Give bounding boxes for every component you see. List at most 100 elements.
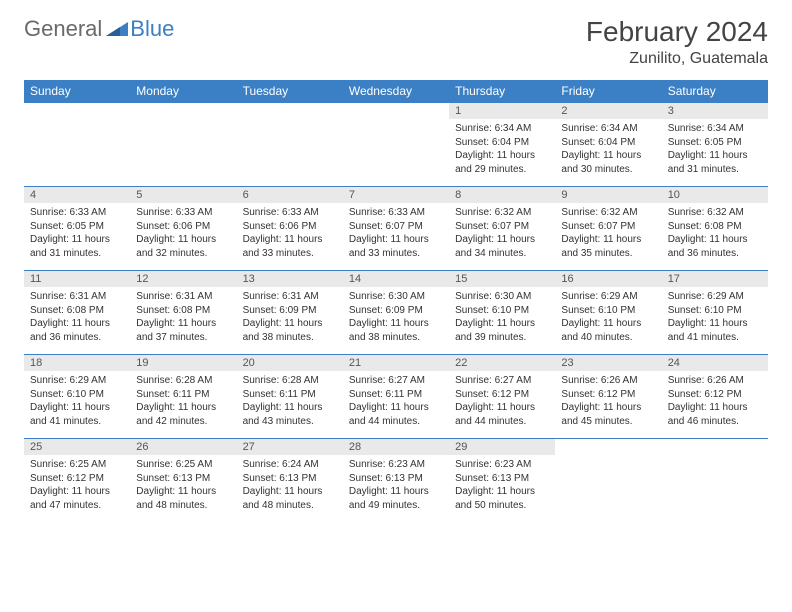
- sunrise-text: Sunrise: 6:34 AM: [668, 122, 762, 136]
- sunset-text: Sunset: 6:04 PM: [455, 136, 549, 150]
- sunset-text: Sunset: 6:12 PM: [30, 472, 124, 486]
- sunset-text: Sunset: 6:10 PM: [561, 304, 655, 318]
- sunset-text: Sunset: 6:05 PM: [30, 220, 124, 234]
- calendar-week-row: 1Sunrise: 6:34 AMSunset: 6:04 PMDaylight…: [24, 103, 768, 187]
- daylight-text: Daylight: 11 hours and 41 minutes.: [30, 401, 124, 428]
- day-details: Sunrise: 6:33 AMSunset: 6:05 PMDaylight:…: [24, 203, 130, 264]
- calendar-day-cell: 5Sunrise: 6:33 AMSunset: 6:06 PMDaylight…: [130, 187, 236, 271]
- calendar-day-cell: [130, 103, 236, 187]
- sunset-text: Sunset: 6:07 PM: [455, 220, 549, 234]
- day-details: Sunrise: 6:27 AMSunset: 6:12 PMDaylight:…: [449, 371, 555, 432]
- weekday-header: Tuesday: [237, 80, 343, 103]
- day-details: Sunrise: 6:32 AMSunset: 6:07 PMDaylight:…: [449, 203, 555, 264]
- day-details: Sunrise: 6:23 AMSunset: 6:13 PMDaylight:…: [343, 455, 449, 516]
- day-number: 13: [237, 271, 343, 287]
- sunrise-text: Sunrise: 6:32 AM: [668, 206, 762, 220]
- calendar-day-cell: 11Sunrise: 6:31 AMSunset: 6:08 PMDayligh…: [24, 271, 130, 355]
- sunset-text: Sunset: 6:13 PM: [349, 472, 443, 486]
- daylight-text: Daylight: 11 hours and 33 minutes.: [349, 233, 443, 260]
- sunset-text: Sunset: 6:08 PM: [30, 304, 124, 318]
- day-number: 15: [449, 271, 555, 287]
- sunrise-text: Sunrise: 6:33 AM: [136, 206, 230, 220]
- sunrise-text: Sunrise: 6:28 AM: [243, 374, 337, 388]
- calendar-day-cell: 23Sunrise: 6:26 AMSunset: 6:12 PMDayligh…: [555, 355, 661, 439]
- sunrise-text: Sunrise: 6:26 AM: [561, 374, 655, 388]
- day-number: 26: [130, 439, 236, 455]
- sunset-text: Sunset: 6:09 PM: [349, 304, 443, 318]
- daylight-text: Daylight: 11 hours and 35 minutes.: [561, 233, 655, 260]
- daylight-text: Daylight: 11 hours and 31 minutes.: [30, 233, 124, 260]
- calendar-day-cell: 29Sunrise: 6:23 AMSunset: 6:13 PMDayligh…: [449, 439, 555, 523]
- sunset-text: Sunset: 6:10 PM: [455, 304, 549, 318]
- calendar-day-cell: 25Sunrise: 6:25 AMSunset: 6:12 PMDayligh…: [24, 439, 130, 523]
- day-number: 12: [130, 271, 236, 287]
- sunrise-text: Sunrise: 6:31 AM: [136, 290, 230, 304]
- sunrise-text: Sunrise: 6:29 AM: [30, 374, 124, 388]
- calendar-day-cell: 14Sunrise: 6:30 AMSunset: 6:09 PMDayligh…: [343, 271, 449, 355]
- sunrise-text: Sunrise: 6:34 AM: [561, 122, 655, 136]
- sunrise-text: Sunrise: 6:33 AM: [243, 206, 337, 220]
- calendar-day-cell: 26Sunrise: 6:25 AMSunset: 6:13 PMDayligh…: [130, 439, 236, 523]
- day-details: Sunrise: 6:23 AMSunset: 6:13 PMDaylight:…: [449, 455, 555, 516]
- day-details: Sunrise: 6:24 AMSunset: 6:13 PMDaylight:…: [237, 455, 343, 516]
- logo: General Blue: [24, 16, 174, 42]
- day-number: [555, 439, 661, 455]
- sunset-text: Sunset: 6:07 PM: [349, 220, 443, 234]
- day-number: 11: [24, 271, 130, 287]
- sunset-text: Sunset: 6:08 PM: [136, 304, 230, 318]
- sunset-text: Sunset: 6:10 PM: [30, 388, 124, 402]
- sunrise-text: Sunrise: 6:33 AM: [30, 206, 124, 220]
- daylight-text: Daylight: 11 hours and 48 minutes.: [243, 485, 337, 512]
- logo-triangle-icon: [106, 22, 128, 36]
- daylight-text: Daylight: 11 hours and 48 minutes.: [136, 485, 230, 512]
- day-details: Sunrise: 6:26 AMSunset: 6:12 PMDaylight:…: [662, 371, 768, 432]
- daylight-text: Daylight: 11 hours and 44 minutes.: [455, 401, 549, 428]
- weekday-header: Friday: [555, 80, 661, 103]
- daylight-text: Daylight: 11 hours and 49 minutes.: [349, 485, 443, 512]
- calendar-day-cell: 8Sunrise: 6:32 AMSunset: 6:07 PMDaylight…: [449, 187, 555, 271]
- day-details: Sunrise: 6:30 AMSunset: 6:10 PMDaylight:…: [449, 287, 555, 348]
- calendar-table: Sunday Monday Tuesday Wednesday Thursday…: [24, 80, 768, 523]
- sunrise-text: Sunrise: 6:33 AM: [349, 206, 443, 220]
- calendar-day-cell: 28Sunrise: 6:23 AMSunset: 6:13 PMDayligh…: [343, 439, 449, 523]
- calendar-week-row: 25Sunrise: 6:25 AMSunset: 6:12 PMDayligh…: [24, 439, 768, 523]
- day-number: 20: [237, 355, 343, 371]
- day-details: Sunrise: 6:29 AMSunset: 6:10 PMDaylight:…: [555, 287, 661, 348]
- sunrise-text: Sunrise: 6:25 AM: [30, 458, 124, 472]
- day-details: Sunrise: 6:28 AMSunset: 6:11 PMDaylight:…: [130, 371, 236, 432]
- day-number: 17: [662, 271, 768, 287]
- location-label: Zunilito, Guatemala: [586, 50, 768, 68]
- header: General Blue February 2024 Zunilito, Gua…: [24, 16, 768, 68]
- sunrise-text: Sunrise: 6:25 AM: [136, 458, 230, 472]
- day-number: [343, 103, 449, 119]
- calendar-day-cell: 12Sunrise: 6:31 AMSunset: 6:08 PMDayligh…: [130, 271, 236, 355]
- daylight-text: Daylight: 11 hours and 38 minutes.: [243, 317, 337, 344]
- sunrise-text: Sunrise: 6:27 AM: [349, 374, 443, 388]
- sunset-text: Sunset: 6:12 PM: [561, 388, 655, 402]
- day-number: 21: [343, 355, 449, 371]
- weekday-header-row: Sunday Monday Tuesday Wednesday Thursday…: [24, 80, 768, 103]
- calendar-day-cell: 9Sunrise: 6:32 AMSunset: 6:07 PMDaylight…: [555, 187, 661, 271]
- sunrise-text: Sunrise: 6:29 AM: [561, 290, 655, 304]
- daylight-text: Daylight: 11 hours and 39 minutes.: [455, 317, 549, 344]
- sunrise-text: Sunrise: 6:24 AM: [243, 458, 337, 472]
- day-details: Sunrise: 6:31 AMSunset: 6:08 PMDaylight:…: [130, 287, 236, 348]
- sunrise-text: Sunrise: 6:27 AM: [455, 374, 549, 388]
- daylight-text: Daylight: 11 hours and 45 minutes.: [561, 401, 655, 428]
- daylight-text: Daylight: 11 hours and 34 minutes.: [455, 233, 549, 260]
- sunrise-text: Sunrise: 6:34 AM: [455, 122, 549, 136]
- day-number: 14: [343, 271, 449, 287]
- sunset-text: Sunset: 6:13 PM: [243, 472, 337, 486]
- day-details: Sunrise: 6:33 AMSunset: 6:06 PMDaylight:…: [130, 203, 236, 264]
- calendar-day-cell: [24, 103, 130, 187]
- sunrise-text: Sunrise: 6:29 AM: [668, 290, 762, 304]
- day-details: Sunrise: 6:33 AMSunset: 6:07 PMDaylight:…: [343, 203, 449, 264]
- calendar-day-cell: 22Sunrise: 6:27 AMSunset: 6:12 PMDayligh…: [449, 355, 555, 439]
- calendar-day-cell: [237, 103, 343, 187]
- daylight-text: Daylight: 11 hours and 33 minutes.: [243, 233, 337, 260]
- day-number: 5: [130, 187, 236, 203]
- weekday-header: Thursday: [449, 80, 555, 103]
- sunset-text: Sunset: 6:11 PM: [349, 388, 443, 402]
- daylight-text: Daylight: 11 hours and 41 minutes.: [668, 317, 762, 344]
- logo-text-blue: Blue: [130, 16, 174, 42]
